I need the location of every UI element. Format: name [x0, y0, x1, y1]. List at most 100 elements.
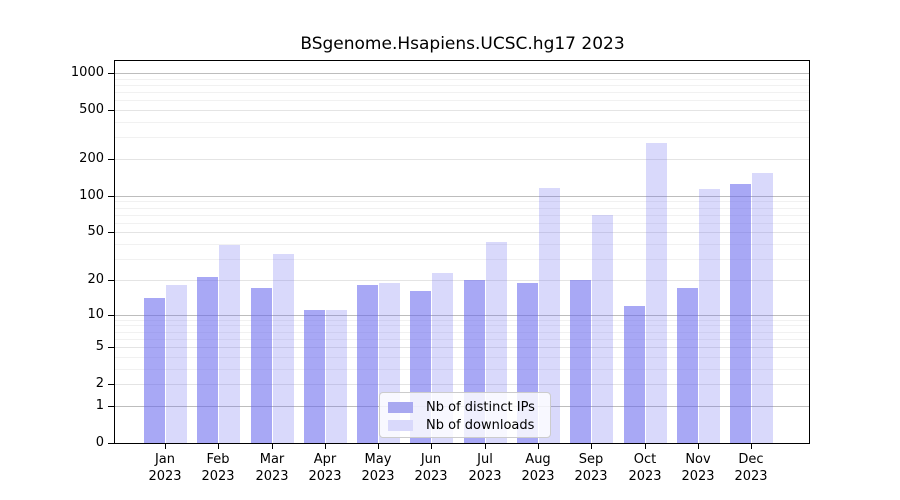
- x-tick-mark-jan: [165, 444, 166, 449]
- x-tick-year-nov: 2023: [681, 469, 715, 484]
- gridline-minor: [115, 368, 809, 370]
- gridline-minor: [115, 214, 809, 216]
- legend-swatch-distinct-ips: [388, 402, 413, 413]
- legend: Nb of distinct IPs Nb of downloads: [379, 392, 551, 438]
- y-tick-mark-1000: [108, 73, 114, 74]
- y-tick-label-20: 20: [87, 272, 104, 287]
- gridline-500: [115, 110, 809, 112]
- bar-downloads-oct: [645, 142, 667, 443]
- gridline-minor: [115, 331, 809, 333]
- y-tick-label-2: 2: [95, 376, 104, 391]
- y-tick-mark-2: [108, 384, 114, 385]
- gridline-2: [115, 384, 809, 386]
- x-tick-year-feb: 2023: [201, 469, 235, 484]
- bar-ips-oct: [623, 305, 645, 443]
- x-tick-year-aug: 2023: [521, 469, 555, 484]
- x-tick-mark-may: [378, 444, 379, 449]
- gridline-minor: [115, 319, 809, 321]
- legend-item-downloads: Nb of downloads: [388, 417, 542, 434]
- gridline-minor: [115, 78, 809, 80]
- x-tick-label-oct: Oct 2023: [613, 451, 677, 485]
- gridline-minor: [115, 244, 809, 246]
- gridline-minor: [115, 201, 809, 203]
- bar-downloads-feb: [219, 245, 241, 443]
- bar-downloads-mar: [272, 254, 294, 443]
- x-tick-label-mar: Mar 2023: [240, 451, 304, 485]
- gridline-50: [115, 232, 809, 234]
- legend-item-distinct-ips: Nb of distinct IPs: [388, 399, 542, 416]
- bar-downloads-jan: [165, 285, 187, 443]
- gridline-1000: [115, 72, 809, 74]
- gridline-minor: [115, 84, 809, 86]
- x-tick-mark-jul: [485, 444, 486, 449]
- x-tick-label-jan: Jan 2023: [133, 451, 197, 485]
- legend-label-distinct-ips: Nb of distinct IPs: [426, 400, 535, 415]
- x-tick-label-apr: Apr 2023: [293, 451, 357, 485]
- y-tick-mark-0: [108, 443, 114, 444]
- bar-ips-apr: [303, 309, 325, 443]
- x-tick-label-aug: Aug 2023: [506, 451, 570, 485]
- gridline-10: [115, 314, 809, 316]
- bar-ips-mar: [250, 288, 272, 443]
- y-tick-mark-1: [108, 406, 114, 407]
- bar-ips-dec: [730, 183, 752, 443]
- y-tick-mark-500: [108, 110, 114, 111]
- x-tick-mark-oct: [645, 444, 646, 449]
- gridline-minor: [115, 356, 809, 358]
- y-tick-mark-20: [108, 280, 114, 281]
- x-tick-year-jul: 2023: [468, 469, 502, 484]
- x-tick-year-dec: 2023: [734, 469, 768, 484]
- bar-ips-nov: [676, 288, 698, 443]
- x-tick-year-jun: 2023: [414, 469, 448, 484]
- x-tick-label-nov: Nov 2023: [666, 451, 730, 485]
- x-tick-year-may: 2023: [361, 469, 395, 484]
- x-tick-mark-aug: [538, 444, 539, 449]
- x-tick-mark-jun: [431, 444, 432, 449]
- bar-ips-feb: [197, 277, 219, 443]
- x-tick-label-jul: Jul 2023: [453, 451, 517, 485]
- gridline-minor: [115, 259, 809, 261]
- chart-title: BSgenome.Hsapiens.UCSC.hg17 2023: [300, 34, 625, 54]
- gridline-minor: [115, 100, 809, 102]
- x-tick-mark-nov: [698, 444, 699, 449]
- x-tick-mark-dec: [751, 444, 752, 449]
- y-tick-label-0: 0: [95, 435, 104, 450]
- gridline-5: [115, 347, 809, 349]
- gridline-minor: [115, 121, 809, 123]
- x-tick-mark-apr: [325, 444, 326, 449]
- x-tick-year-oct: 2023: [628, 469, 662, 484]
- x-tick-year-jan: 2023: [148, 469, 182, 484]
- y-tick-label-200: 200: [79, 151, 104, 166]
- legend-label-downloads: Nb of downloads: [426, 418, 535, 433]
- y-tick-mark-50: [108, 232, 114, 233]
- bar-downloads-aug: [539, 187, 560, 443]
- gridline-100: [115, 195, 809, 197]
- y-tick-mark-5: [108, 347, 114, 348]
- gridline-minor: [115, 207, 809, 209]
- y-tick-mark-200: [108, 159, 114, 160]
- bar-ips-may: [357, 285, 379, 443]
- x-tick-year-mar: 2023: [255, 469, 289, 484]
- y-tick-label-50: 50: [87, 224, 104, 239]
- gridline-minor: [115, 92, 809, 94]
- y-tick-label-1: 1: [95, 398, 104, 413]
- x-tick-label-dec: Dec 2023: [719, 451, 783, 485]
- x-tick-label-feb: Feb 2023: [186, 451, 250, 485]
- x-tick-year-apr: 2023: [308, 469, 342, 484]
- y-tick-label-5: 5: [95, 339, 104, 354]
- x-tick-mark-feb: [218, 444, 219, 449]
- gridline-20: [115, 279, 809, 281]
- y-tick-mark-10: [108, 315, 114, 316]
- y-tick-mark-100: [108, 196, 114, 197]
- plot-area: [114, 60, 810, 444]
- y-tick-label-1000: 1000: [70, 65, 104, 80]
- bar-downloads-sep: [592, 214, 614, 443]
- bar-downloads-apr: [325, 309, 347, 443]
- bar-ips-jan: [143, 297, 165, 443]
- x-tick-label-jun: Jun 2023: [399, 451, 463, 485]
- legend-swatch-downloads: [388, 420, 413, 431]
- gridline-minor: [115, 137, 809, 139]
- x-tick-label-may: May 2023: [346, 451, 410, 485]
- y-tick-label-500: 500: [79, 102, 104, 117]
